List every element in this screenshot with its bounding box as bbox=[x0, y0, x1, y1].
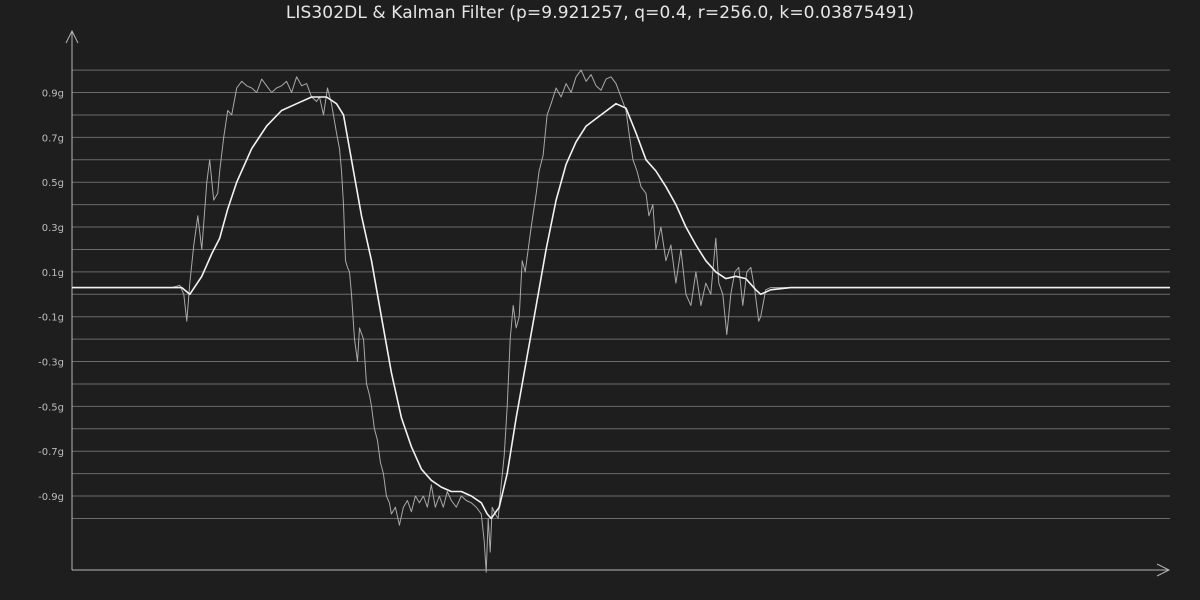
x-axis-arrow bbox=[1156, 563, 1171, 577]
y-tick-label: -0.9g bbox=[38, 492, 64, 503]
y-axis-arrow bbox=[65, 29, 79, 44]
chart-title: LIS302DL & Kalman Filter (p=9.921257, q=… bbox=[285, 3, 915, 23]
axis-layer bbox=[65, 29, 1171, 577]
y-tick-label: 0.5g bbox=[42, 178, 64, 189]
y-tick-label: -0.1g bbox=[38, 313, 64, 324]
y-tick-label: 0.3g bbox=[42, 223, 64, 234]
y-tick-label: 0.9g bbox=[42, 89, 64, 100]
y-tick-label: 0.7g bbox=[42, 133, 64, 144]
y-tick-labels: 0.9g 0.7g 0.5g 0.3g 0.1g -0.1g -0.3g -0.5g -0.7g… bbox=[38, 89, 64, 503]
kalman-filter-line bbox=[72, 96, 1170, 520]
grid-layer bbox=[72, 69, 1170, 519]
y-tick-label: -0.5g bbox=[38, 402, 64, 413]
series-layer bbox=[72, 69, 1170, 573]
y-tick-label: -0.3g bbox=[38, 358, 64, 369]
raw-signal-line bbox=[72, 69, 1170, 573]
y-tick-label: -0.7g bbox=[38, 447, 64, 458]
y-tick-label: 0.1g bbox=[42, 268, 64, 279]
